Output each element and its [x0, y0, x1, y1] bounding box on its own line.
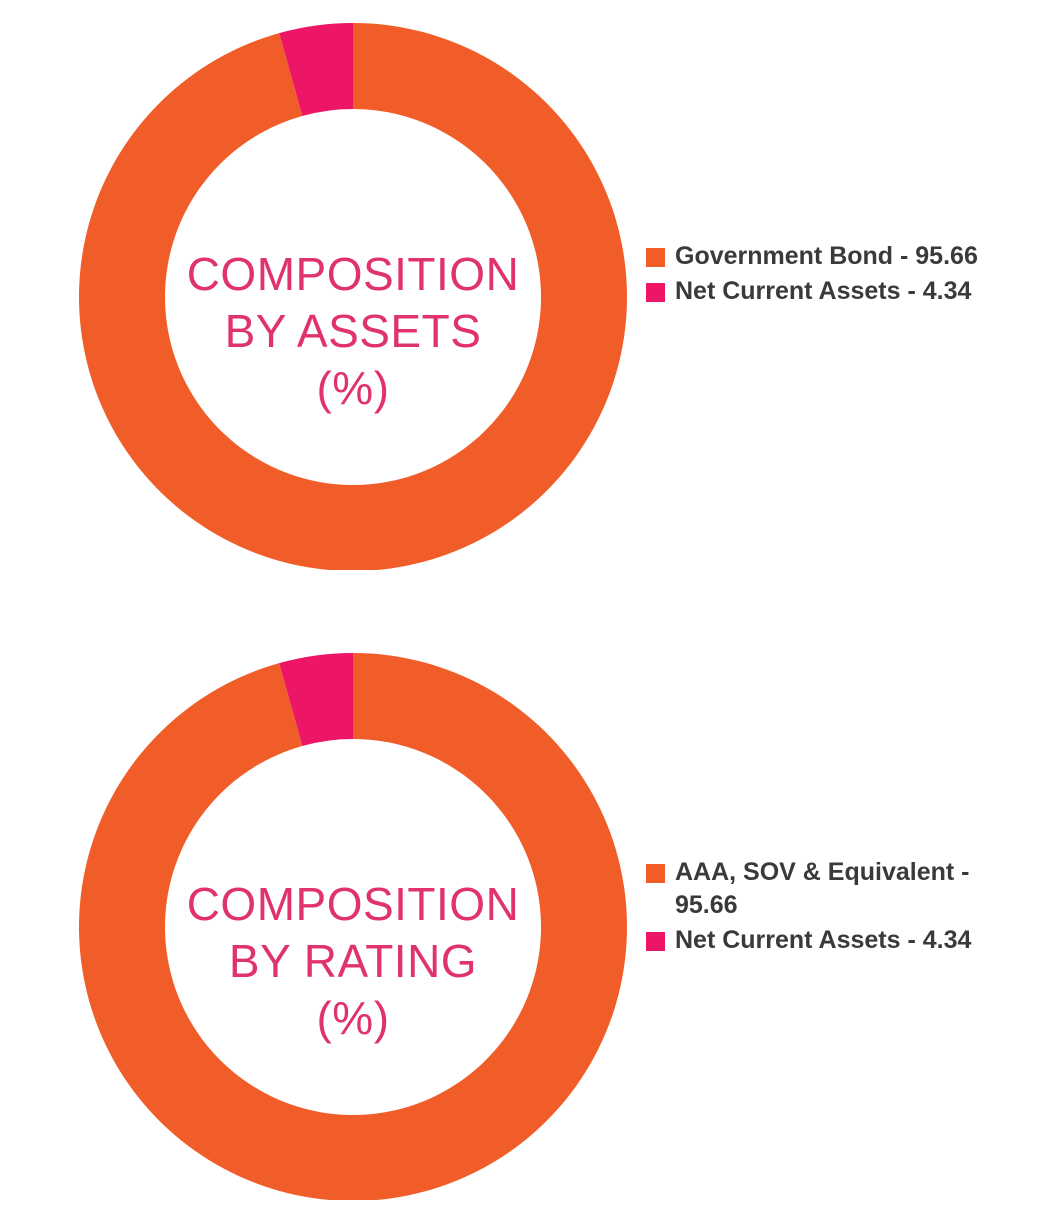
- legend-label-aaa-sov-equivalent: AAA, SOV & Equivalent - 95.66: [675, 858, 970, 919]
- rating-chart-title: COMPOSITION BY RATING (%): [173, 876, 533, 1047]
- legend-swatch-magenta: [646, 932, 665, 951]
- slice-aaa-sov-equivalent: [79, 653, 627, 1200]
- composition-by-rating-chart: COMPOSITION BY RATING (%) AAA, SOV & Equ…: [0, 640, 1040, 1200]
- assets-title-line-2: BY ASSETS: [224, 305, 482, 357]
- legend-item-government-bond: Government Bond - 95.66: [646, 240, 1026, 273]
- legend-label-net-current-assets: Net Current Assets - 4.34: [675, 277, 972, 305]
- slice-net-current-assets: [279, 23, 353, 116]
- legend-item-net-current-assets: Net Current Assets - 4.34: [646, 275, 1026, 308]
- assets-donut: [79, 23, 627, 570]
- legend-label-net-current-assets: Net Current Assets - 4.34: [675, 926, 972, 954]
- rating-title-line-3: (%): [316, 992, 390, 1044]
- assets-chart-title: COMPOSITION BY ASSETS (%): [173, 246, 533, 417]
- slice-net-current-assets: [279, 653, 353, 746]
- assets-legend: Government Bond - 95.66 Net Current Asse…: [646, 240, 1026, 310]
- assets-title-line-1: COMPOSITION: [186, 248, 520, 300]
- legend-swatch-orange: [646, 248, 665, 267]
- rating-title-line-2: BY RATING: [228, 935, 478, 987]
- rating-donut: [79, 653, 627, 1200]
- slice-government-bond: [79, 23, 627, 570]
- legend-item-net-current-assets: Net Current Assets - 4.34: [646, 924, 1026, 957]
- rating-title-line-1: COMPOSITION: [186, 878, 520, 930]
- legend-label-government-bond: Government Bond - 95.66: [675, 242, 978, 270]
- composition-by-assets-chart: COMPOSITION BY ASSETS (%) Government Bon…: [0, 10, 1040, 570]
- legend-swatch-orange: [646, 864, 665, 883]
- assets-title-line-3: (%): [316, 362, 390, 414]
- rating-legend: AAA, SOV & Equivalent - 95.66 Net Curren…: [646, 856, 1026, 959]
- legend-item-aaa-sov-equivalent: AAA, SOV & Equivalent - 95.66: [646, 856, 1026, 922]
- legend-swatch-magenta: [646, 283, 665, 302]
